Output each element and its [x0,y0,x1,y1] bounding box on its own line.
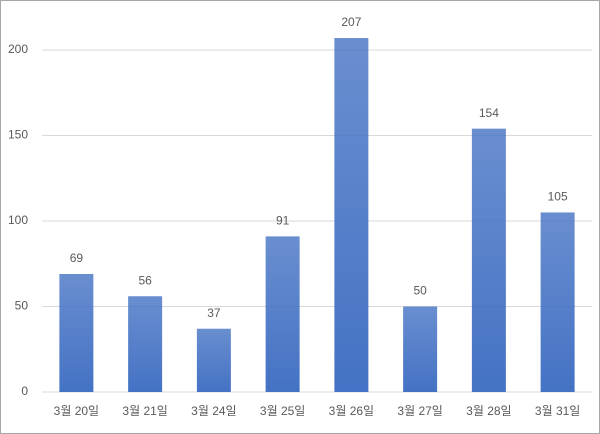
y-tick-label: 200 [8,42,28,56]
data-label: 50 [413,284,427,298]
bar [403,306,438,392]
bar [265,236,300,392]
y-tick-label: 150 [8,128,28,142]
y-tick-label: 50 [15,299,29,313]
y-tick-label: 100 [8,213,28,227]
bar [128,296,163,392]
data-label: 105 [548,190,568,204]
x-tick-label: 3월 31일 [535,404,580,418]
bar [471,128,506,392]
x-tick-label: 3월 26일 [329,404,374,418]
data-label: 37 [207,306,221,320]
data-label: 69 [70,251,84,265]
data-label: 56 [138,273,152,287]
data-label: 207 [341,15,361,29]
data-label: 154 [479,106,499,120]
x-tick-label: 3월 27일 [397,404,442,418]
data-label: 91 [276,214,290,228]
x-tick-label: 3월 25일 [260,404,305,418]
bar [540,212,575,392]
x-tick-label: 3월 21일 [122,404,167,418]
y-tick-label: 0 [21,384,28,398]
x-tick-label: 3월 20일 [54,404,99,418]
x-tick-label: 3월 24일 [191,404,236,418]
x-tick-label: 3월 28일 [466,404,511,418]
bar [196,328,231,392]
bar [59,274,94,392]
bar [334,38,369,392]
